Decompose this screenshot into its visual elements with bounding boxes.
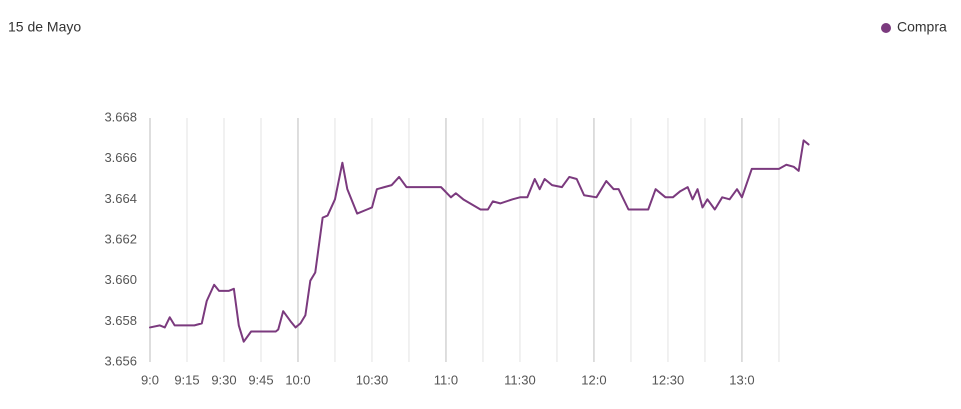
x-tick-label: 11:0 [434, 372, 458, 387]
y-tick-label: 3.660 [104, 272, 137, 287]
y-tick-label: 3.658 [104, 313, 137, 328]
y-tick-label: 3.662 [104, 231, 137, 246]
x-tick-label: 9:15 [174, 372, 199, 387]
x-tick-label: 12:0 [581, 372, 606, 387]
chart-title: 15 de Mayo [8, 19, 81, 35]
legend-marker [881, 23, 891, 33]
x-tick-label: 10:0 [285, 372, 310, 387]
x-tick-label: 9:0 [141, 372, 159, 387]
x-tick-label: 9:45 [248, 372, 273, 387]
x-tick-label: 12:30 [652, 372, 685, 387]
x-tick-label: 9:30 [211, 372, 236, 387]
x-tick-label: 11:30 [504, 372, 536, 387]
legend-label: Compra [897, 19, 947, 35]
y-tick-label: 3.664 [104, 191, 137, 206]
y-tick-label: 3.666 [104, 150, 137, 165]
y-tick-label: 3.656 [104, 353, 137, 368]
x-tick-label: 13:0 [729, 372, 754, 387]
line [149, 139, 810, 343]
x-tick-label: 10:30 [356, 372, 389, 387]
y-tick-label: 3.668 [104, 109, 137, 124]
